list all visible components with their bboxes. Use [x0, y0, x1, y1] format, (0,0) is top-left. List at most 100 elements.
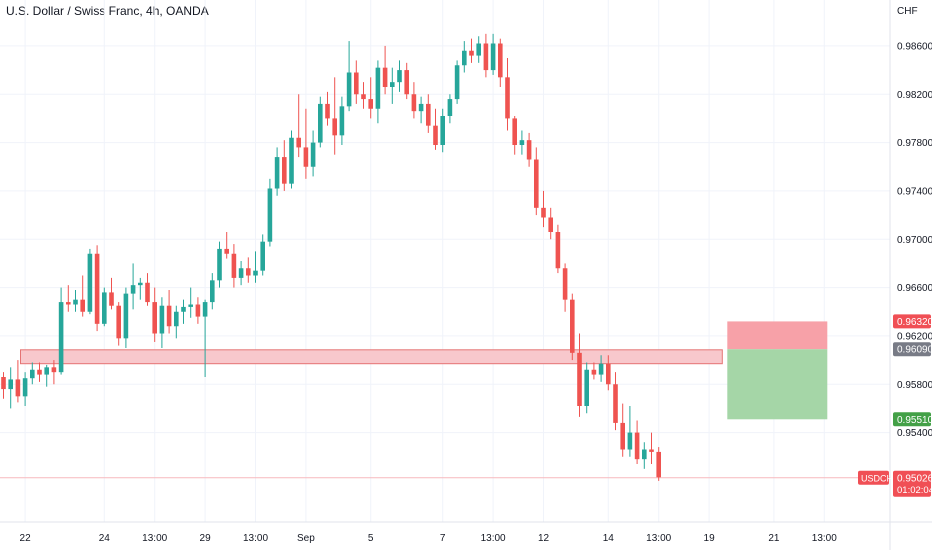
candle-62 [447, 94, 453, 124]
candle-body-62 [447, 99, 453, 116]
candle-89 [642, 442, 647, 469]
candle-49 [354, 60, 359, 104]
candle-body-10 [73, 299, 78, 305]
candle-73 [526, 132, 532, 167]
price-tick-label-2: 0.97800 [897, 138, 932, 149]
candle-64 [462, 41, 467, 73]
candle-74 [534, 147, 539, 216]
candle-body-87 [627, 432, 633, 450]
candle-90 [649, 432, 654, 464]
stop-price-badge: 0.96320 [897, 317, 932, 328]
candle-53 [382, 45, 388, 95]
candle-13 [94, 245, 100, 332]
entry-price-badge-bg [893, 342, 931, 357]
candle-51 [368, 77, 373, 119]
take-profit-zone[interactable] [727, 349, 828, 420]
candle-76 [548, 207, 553, 240]
candle-15 [109, 277, 114, 310]
time-tick-label-2: 13:00 [142, 533, 167, 544]
candle-body-78 [562, 268, 568, 300]
support-zone-layer[interactable] [20, 349, 723, 365]
candle-25 [181, 299, 186, 324]
price-axis[interactable]: CHF 0.98600 0.98200 0.97800 0.97400 0.97000 0… [889, 0, 932, 550]
candle-63 [454, 60, 460, 104]
candle-body-20 [145, 282, 150, 303]
candle-body-60 [433, 125, 438, 145]
time-tick-label-6: 5 [368, 533, 374, 544]
candle-body-76 [548, 217, 553, 232]
candle-body-19 [138, 282, 143, 286]
candle-body-26 [188, 304, 193, 307]
candle-body-64 [462, 50, 467, 66]
candle-body-90 [649, 449, 654, 452]
candle-6 [44, 364, 49, 387]
candle-47 [339, 96, 345, 145]
time-tick-label-4: 13:00 [243, 533, 268, 544]
candle-31 [224, 232, 229, 259]
support-zone-rect[interactable] [20, 349, 723, 365]
candle-3 [22, 372, 28, 406]
candle-body-28 [202, 302, 208, 317]
candle-body-9 [66, 302, 71, 305]
candle-body-1 [8, 379, 13, 390]
candle-10 [73, 290, 78, 312]
price-tick-label-8: 0.95400 [897, 428, 932, 439]
candle-79 [570, 293, 575, 361]
candle-81 [584, 362, 589, 414]
candle-body-37 [267, 188, 273, 242]
candle-5 [37, 362, 42, 382]
price-tick-label-3: 0.97400 [897, 186, 932, 197]
position-tool-layer[interactable] [727, 321, 828, 420]
grid [0, 0, 890, 522]
candle-body-61 [440, 116, 445, 145]
time-tick-label-7: 7 [440, 533, 446, 544]
candle-body-39 [282, 157, 287, 184]
candle-body-57 [411, 94, 417, 112]
candle-35 [253, 251, 258, 283]
candle-body-45 [325, 103, 330, 119]
candle-33 [238, 261, 244, 286]
candle-body-73 [526, 140, 532, 160]
candle-11 [80, 275, 85, 317]
candle-46 [332, 77, 337, 155]
stop-price-badge-bg [893, 314, 931, 329]
candle-body-81 [584, 369, 589, 406]
candle-body-13 [94, 253, 100, 324]
candle-body-77 [555, 232, 561, 269]
candle-body-2 [15, 379, 21, 397]
candle-body-55 [397, 70, 402, 83]
candle-4 [30, 362, 35, 385]
candle-68 [490, 33, 496, 75]
candle-32 [231, 244, 237, 288]
candle-body-72 [519, 140, 525, 145]
candle-body-52 [375, 67, 381, 109]
candle-body-21 [152, 302, 157, 334]
candle-body-63 [454, 65, 460, 100]
candle-7 [51, 360, 57, 385]
candle-body-79 [570, 299, 575, 353]
candle-80 [577, 333, 582, 417]
candle-82 [591, 362, 597, 380]
time-axis[interactable]: 22 24 13:00 29 13:00 Sep 5 7 13:00 12 14 13:00 19 21 1… [0, 521, 932, 544]
candle-27 [195, 297, 201, 324]
candle-body-25 [181, 306, 186, 312]
stop-loss-zone[interactable] [727, 321, 828, 350]
candle-23 [166, 290, 172, 334]
price-tick-label-1: 0.98200 [897, 90, 932, 101]
candle-body-12 [87, 253, 93, 312]
candle-88 [634, 420, 640, 464]
candle-16 [116, 302, 121, 346]
candle-body-35 [253, 270, 258, 276]
candle-body-65 [469, 50, 474, 56]
candle-2 [15, 360, 21, 403]
time-tick-label-1: 24 [99, 533, 111, 544]
time-tick-label-10: 14 [603, 533, 615, 544]
candle-86 [620, 403, 625, 457]
candle-body-33 [238, 268, 244, 278]
price-tick-label-7: 0.95800 [897, 380, 932, 391]
candle-77 [555, 224, 561, 274]
candle-body-18 [130, 285, 136, 294]
candle-body-69 [498, 43, 503, 78]
